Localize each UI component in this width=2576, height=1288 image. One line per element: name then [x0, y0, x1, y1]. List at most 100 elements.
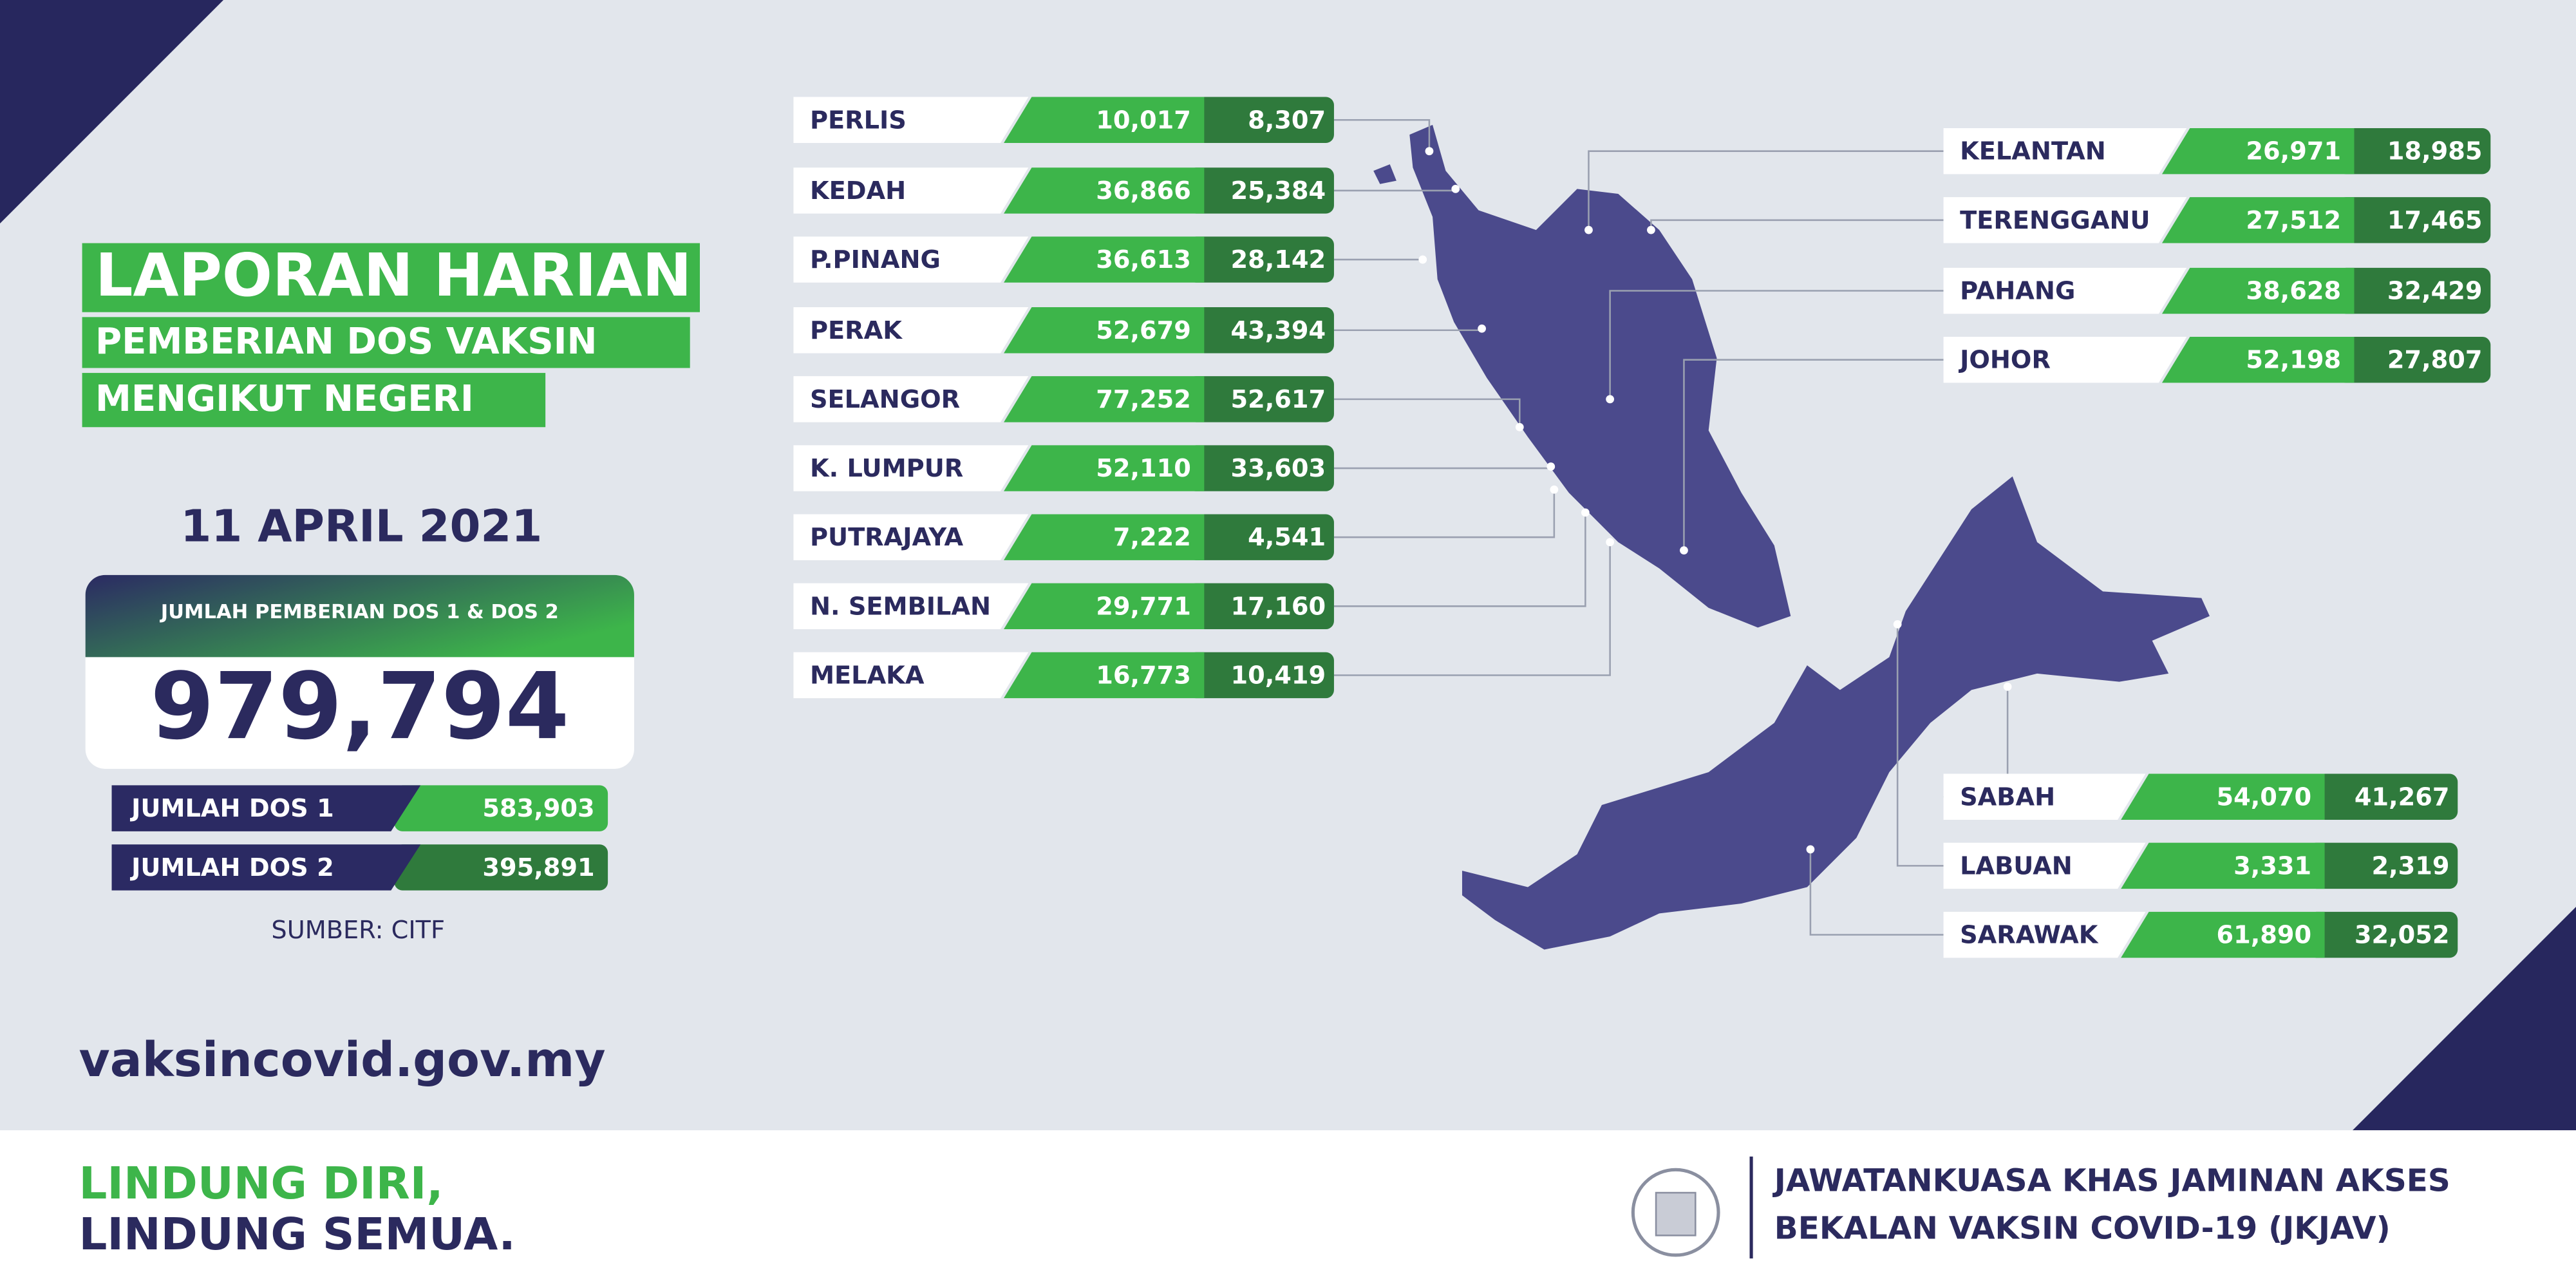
- summary-header: [85, 574, 634, 658]
- state-label-box: [793, 97, 1029, 143]
- dose2-value: 41,267: [2355, 782, 2450, 811]
- dose2-value: 28,142: [1230, 245, 1326, 274]
- dose1-value: 52,110: [1096, 454, 1191, 483]
- dose1-value: 36,866: [1096, 176, 1191, 205]
- dose1-box: [1004, 376, 1205, 422]
- leader-line: [1333, 512, 1586, 607]
- dose1-value: 61,890: [2216, 921, 2311, 950]
- state-label-box: [1943, 911, 2146, 958]
- state-label-box: [1943, 336, 2187, 383]
- state-name: K. LUMPUR: [810, 454, 963, 483]
- dose1-value: 52,679: [1096, 316, 1191, 345]
- state-name: SABAH: [1960, 782, 2055, 811]
- dose2-value: 17,160: [1230, 592, 1326, 621]
- leader-line: [1333, 542, 1611, 676]
- dose2-box: [1187, 445, 1334, 491]
- dose2-box: [1187, 97, 1334, 143]
- state-name: PERLIS: [810, 106, 907, 135]
- agency: JAWATANKUASA KHAS JAMINAN AKSES: [1772, 1163, 2450, 1199]
- leader-line: [1809, 849, 1944, 936]
- state-name: KELANTAN: [1960, 137, 2106, 166]
- state-label-box: [1943, 773, 2146, 820]
- dose2-value: 8,307: [1248, 106, 1326, 135]
- dose1-box: [2121, 773, 2325, 820]
- title-box: [82, 373, 546, 428]
- dose2-value: 32,052: [2355, 921, 2450, 950]
- dose1-box: [2121, 911, 2325, 958]
- title: MENGIKUT NEGERI: [95, 378, 474, 420]
- state-label-box: [793, 583, 1029, 630]
- dose1-box: [1004, 514, 1205, 560]
- state-name: PUTRAJAYA: [810, 523, 964, 552]
- dose2-box: [2338, 267, 2491, 314]
- dose1-value: 3,331: [2233, 851, 2311, 880]
- dose1-value: 77,252: [1096, 385, 1191, 414]
- dose2-box: [1187, 236, 1334, 283]
- leader-dot: [1425, 147, 1434, 156]
- leader-dot: [1418, 255, 1427, 264]
- leader-line: [1683, 359, 1944, 551]
- state-name: TERENGGANU: [1960, 206, 2150, 235]
- state-label-box: [793, 307, 1029, 354]
- source: SUMBER: CITF: [271, 916, 445, 945]
- leader-dot: [1515, 422, 1524, 431]
- state-name: PERAK: [810, 316, 903, 345]
- dose2-value: 10,419: [1230, 661, 1326, 690]
- total-label: JUMLAH PEMBERIAN DOS 1 & DOS 2: [160, 601, 559, 623]
- leader-line: [1333, 489, 1556, 538]
- dose1-box: [1004, 97, 1205, 143]
- date: 11 APRIL 2021: [180, 500, 542, 552]
- leader-dot: [1806, 845, 1815, 854]
- dose-value: 583,903: [482, 794, 594, 823]
- state-label-box: [793, 167, 1029, 214]
- leader-dot: [1550, 485, 1559, 494]
- dose1-value: 52,198: [2246, 346, 2341, 375]
- dose1-box: [2161, 267, 2355, 314]
- dose-value-box: [394, 844, 608, 891]
- state-label-box: [793, 514, 1029, 560]
- dose1-value: 36,613: [1096, 245, 1191, 274]
- agency: BEKALAN VAKSIN COVID-19 (JKJAV): [1774, 1211, 2391, 1247]
- dose1-box: [1004, 167, 1205, 214]
- dose2-box: [1187, 307, 1334, 354]
- emblem-shield: [1655, 1191, 1697, 1236]
- state-name: N. SEMBILAN: [810, 592, 991, 621]
- leader-dot: [1451, 184, 1460, 193]
- state-label-box: [1943, 842, 2146, 889]
- dose1-box: [1004, 236, 1205, 283]
- dose1-value: 16,773: [1096, 661, 1191, 690]
- state-label-box: [1943, 128, 2187, 175]
- leader-dot: [2003, 682, 2012, 691]
- dose2-box: [1187, 167, 1334, 214]
- dose2-value: 17,465: [2387, 206, 2483, 235]
- state-label-box: [793, 376, 1029, 422]
- dose2-value: 52,617: [1230, 385, 1326, 414]
- dose-label-box: [111, 844, 421, 891]
- leader-dot: [1680, 546, 1688, 554]
- state-name: JOHOR: [1958, 346, 2051, 375]
- dose2-value: 2,319: [2371, 851, 2449, 880]
- dose2-value: 4,541: [1248, 523, 1326, 552]
- state-name: SARAWAK: [1960, 921, 2099, 950]
- leader-dot: [1647, 225, 1655, 234]
- state-name: MELAKA: [810, 661, 925, 690]
- emblem: [1631, 1168, 1720, 1257]
- dose2-box: [1187, 652, 1334, 699]
- state-label-box: [1943, 267, 2187, 314]
- title: LAPORAN HARIAN: [95, 241, 691, 310]
- emblem-ring: [1631, 1168, 1720, 1257]
- dose2-box: [2308, 842, 2458, 889]
- title-box: [82, 243, 700, 312]
- dose-value-box: [394, 785, 608, 831]
- total-value: 979,794: [150, 652, 569, 760]
- dose2-value: 25,384: [1230, 176, 1326, 205]
- dose1-value: 7,222: [1113, 523, 1191, 552]
- dose-value: 395,891: [482, 853, 594, 882]
- dose2-value: 43,394: [1230, 316, 1326, 345]
- state-rows: PERLIS 10,017 8,307 KEDAH 36,866 25,384 P.PINA…: [793, 97, 2491, 958]
- website[interactable]: vaksincovid.gov.my: [79, 1032, 605, 1088]
- dose2-box: [2308, 911, 2458, 958]
- dose1-box: [2161, 197, 2355, 243]
- leader-dot: [1606, 538, 1615, 547]
- dose1-value: 10,017: [1096, 106, 1191, 135]
